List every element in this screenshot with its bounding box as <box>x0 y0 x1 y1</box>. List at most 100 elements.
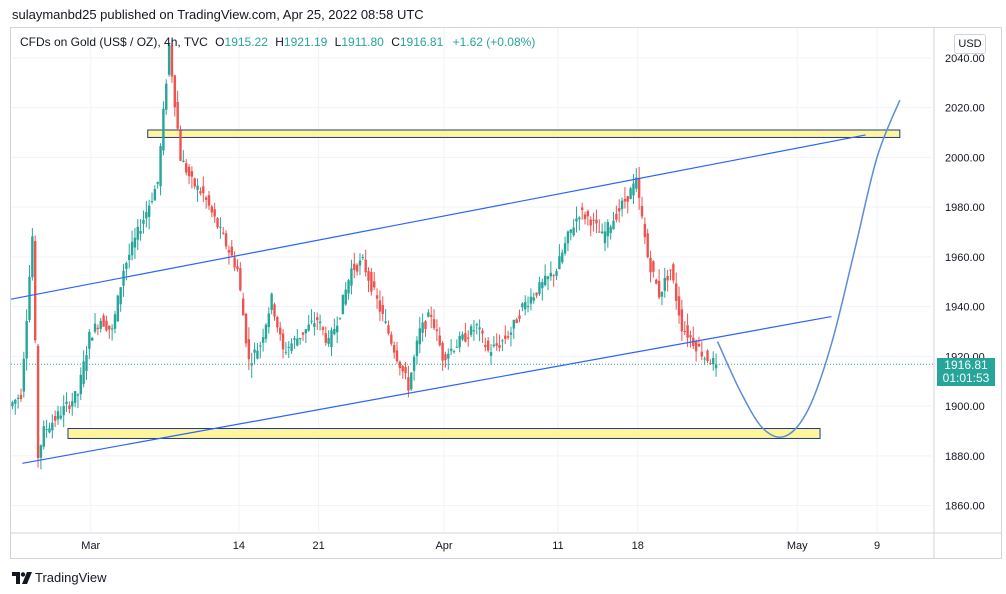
currency-button[interactable]: USD <box>954 34 986 54</box>
candle-body <box>204 197 208 200</box>
candle-body <box>595 219 598 224</box>
candle-body <box>529 296 533 304</box>
y-tick-label: 1860.00 <box>945 501 985 513</box>
candle-body <box>222 232 225 234</box>
candle-body <box>603 231 607 244</box>
candle-body <box>475 324 478 326</box>
candle-body <box>444 354 447 361</box>
candle-body <box>504 335 507 339</box>
candle-body <box>458 335 461 348</box>
candle-body <box>281 333 285 350</box>
candle-body <box>213 209 216 217</box>
candle-body <box>179 130 182 161</box>
candle-body <box>182 160 185 162</box>
candle-body <box>367 271 370 281</box>
change-value: +1.62 (+0.08%) <box>452 35 536 49</box>
candle-body <box>432 319 436 329</box>
candle-body <box>156 182 159 184</box>
candle-body <box>404 367 407 374</box>
candle-body <box>82 361 85 385</box>
candle-body <box>316 317 319 321</box>
candle-body <box>230 246 233 256</box>
candle-body <box>714 364 718 369</box>
candle-body <box>73 391 77 403</box>
candle-body <box>93 323 97 332</box>
candle-body <box>298 337 302 340</box>
candle-body <box>324 332 327 343</box>
candle-body <box>652 261 655 272</box>
candle-body <box>418 328 421 345</box>
candle-body <box>79 374 82 395</box>
candle-body <box>592 219 595 221</box>
candle-body <box>415 340 419 357</box>
candle-body <box>355 264 359 272</box>
candle-body <box>626 196 629 202</box>
candle-body <box>216 218 219 228</box>
candle-body <box>361 256 365 258</box>
close-value: 1916.81 <box>399 35 444 49</box>
candle-body <box>515 319 518 324</box>
candle-body <box>390 334 393 344</box>
low-key: L <box>334 35 342 49</box>
candle-body <box>401 365 404 372</box>
x-tick-label: Apr <box>435 540 452 552</box>
y-tick-label: 1980.00 <box>945 202 985 214</box>
candle-body <box>578 217 581 220</box>
candle-body <box>53 416 57 421</box>
candle-body <box>113 314 117 329</box>
candle-body <box>318 321 322 324</box>
candle-body <box>526 306 530 308</box>
candle-body <box>34 241 37 341</box>
candle-body <box>196 185 199 190</box>
candle-body <box>85 355 88 371</box>
candle-body <box>290 343 293 351</box>
candle-body <box>700 351 704 357</box>
candle-body <box>441 342 444 361</box>
candle-body <box>71 401 74 407</box>
candle-body <box>629 188 632 200</box>
candle-body <box>261 337 265 343</box>
candle-body <box>686 325 689 338</box>
candle-body <box>59 415 63 419</box>
candle-body <box>241 298 245 316</box>
y-tick-label: 2020.00 <box>945 103 985 115</box>
candle-body <box>341 294 345 315</box>
candle-body <box>552 275 555 277</box>
candle-body <box>709 363 712 365</box>
candle-body <box>176 101 179 129</box>
candle-body <box>304 329 308 334</box>
chart-frame[interactable] <box>10 27 1002 559</box>
candle-body <box>264 324 268 339</box>
candle-body <box>489 352 493 356</box>
candle-body <box>498 344 501 348</box>
candle-body <box>495 343 498 346</box>
candle-body <box>267 313 271 328</box>
candle-body <box>273 304 276 317</box>
candle-body <box>233 257 236 268</box>
candle-body <box>532 297 535 301</box>
candle-body <box>28 276 31 321</box>
candle-body <box>147 205 151 217</box>
candle-body <box>42 426 45 447</box>
candle-body <box>384 321 387 323</box>
last-price-value: 1916.81 <box>944 358 988 373</box>
candle-body <box>276 317 279 328</box>
open-key: O <box>215 35 225 49</box>
candle-body <box>521 303 524 308</box>
candle-body <box>632 183 635 196</box>
candle-body <box>657 280 661 298</box>
candle-body <box>48 428 51 433</box>
candle-body <box>45 429 48 431</box>
candle-body <box>244 313 248 344</box>
candle-body <box>19 394 23 399</box>
candle-body <box>606 222 610 237</box>
support-resistance-zone <box>147 129 901 138</box>
candle-body <box>36 345 40 458</box>
symbol-legend: CFDs on Gold (US$ / OZ), 4h, TVC O1915.2… <box>20 35 535 49</box>
candle-body <box>655 279 658 284</box>
footer-brand[interactable]: TradingView <box>12 570 107 585</box>
candle-body <box>99 320 102 329</box>
candle-body <box>227 250 231 253</box>
candle-body <box>387 325 390 334</box>
